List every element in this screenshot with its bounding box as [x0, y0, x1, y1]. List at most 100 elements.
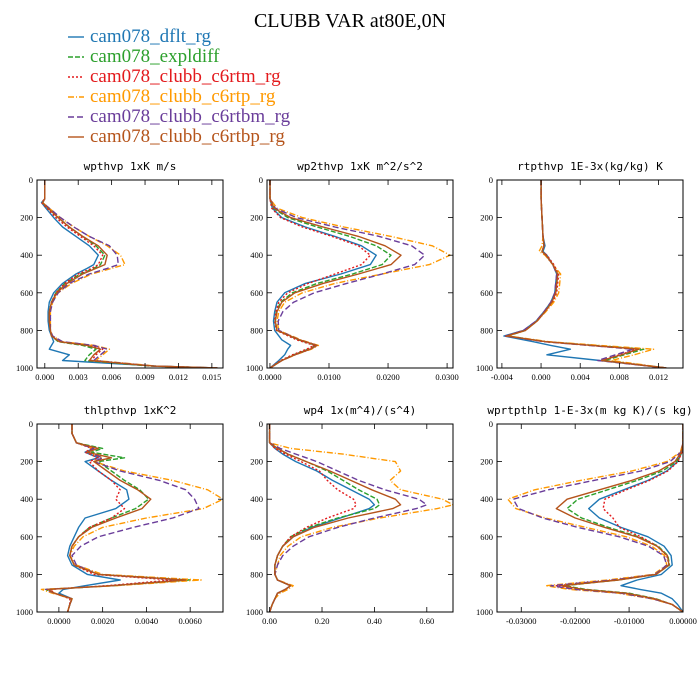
series-line: [555, 424, 683, 612]
plot-frame: [36, 423, 224, 613]
panel-title: thlpthvp 1xK^2: [84, 404, 177, 417]
x-tick-label: 0.0060: [178, 616, 201, 626]
y-tick-label: 1000: [16, 363, 33, 373]
y-tick-label: 200: [20, 213, 33, 223]
y-tick-label: 0: [29, 175, 33, 185]
series-line: [269, 180, 392, 368]
legend-entry: cam078_clubb_c6rtbm_rg: [68, 106, 291, 127]
series-line: [41, 180, 218, 368]
y-tick-label: 0: [29, 419, 33, 429]
y-tick-label: 600: [480, 288, 493, 298]
y-tick-label: 400: [20, 494, 33, 504]
legend-label: cam078_clubb_c6rtbm_rg: [90, 106, 291, 127]
legend-label: cam078_expldiff: [90, 46, 220, 67]
legend-label: cam078_clubb_c6rtm_rg: [90, 66, 281, 87]
x-tick-label: 0.0000: [258, 372, 281, 382]
y-tick-label: 600: [250, 532, 263, 542]
y-tick-label: 400: [250, 494, 263, 504]
y-tick-label: 800: [20, 569, 33, 579]
series-group: [40, 180, 218, 368]
y-tick-label: 0: [259, 175, 263, 185]
x-tick-label: 0.40: [367, 616, 382, 626]
legend-label: cam078_clubb_c6rtp_rg: [90, 86, 276, 107]
x-tick-label: 0.004: [571, 372, 591, 382]
series-group: [40, 424, 223, 612]
series-line: [41, 180, 218, 368]
y-tick-label: 400: [480, 250, 493, 260]
plot-frame: [266, 423, 454, 613]
series-line: [506, 180, 667, 368]
panel-title: wpthvp 1xK m/s: [84, 160, 177, 173]
series-line: [268, 424, 453, 612]
series-line: [507, 180, 667, 368]
y-tick-label: 1000: [246, 607, 263, 617]
x-tick-label: 0.0020: [91, 616, 114, 626]
y-tick-label: 800: [480, 325, 493, 335]
panel-6: wprtpthlp 1-E-3x(m kg K)/(s kg) 0 200 400 60…: [476, 404, 697, 626]
panel-title: wprtpthlp 1-E-3x(m kg K)/(s kg): [487, 404, 692, 417]
x-tick-label: 0.003: [69, 372, 88, 382]
x-tick-label: 0.012: [649, 372, 668, 382]
series-line: [269, 180, 451, 368]
y-tick-label: 600: [20, 288, 33, 298]
series-group: [507, 424, 683, 612]
y-tick-label: 0: [489, 175, 493, 185]
panel-title: wp4 1x(m^4)/(s^4): [304, 404, 417, 417]
series-line: [40, 180, 218, 368]
x-tick-label: 0.60: [419, 616, 434, 626]
legend: cam078_dflt_rgcam078_expldiffcam078_club…: [68, 26, 291, 147]
series-line: [47, 424, 187, 612]
series-line: [268, 424, 402, 612]
x-tick-label: 0.0000: [47, 616, 70, 626]
legend-entry: cam078_clubb_c6rtp_rg: [68, 86, 276, 107]
y-tick-label: 1000: [476, 363, 493, 373]
figure-title: CLUBB VAR at80E,0N: [254, 10, 446, 32]
series-line: [588, 424, 683, 612]
series-line: [269, 180, 426, 368]
y-tick-label: 200: [250, 457, 263, 467]
y-tick-label: 400: [250, 250, 263, 260]
plot-frame: [496, 179, 684, 369]
y-tick-label: 1000: [476, 607, 493, 617]
y-tick-label: 1000: [16, 607, 33, 617]
y-tick-label: 800: [250, 325, 263, 335]
legend-label: cam078_clubb_c6rtbp_rg: [90, 126, 285, 147]
y-tick-label: 200: [480, 457, 493, 467]
legend-entry: cam078_expldiff: [68, 46, 220, 67]
legend-entry: cam078_dflt_rg: [68, 26, 212, 47]
y-tick-label: 400: [20, 250, 33, 260]
series-group: [268, 424, 453, 612]
x-tick-label: 0.008: [610, 372, 629, 382]
x-tick-label: 0.0040: [135, 616, 158, 626]
x-tick-label: 0.012: [169, 372, 188, 382]
x-tick-label: -0.02000: [560, 616, 590, 626]
x-tick-label: 0.20: [315, 616, 330, 626]
series-line: [512, 424, 683, 612]
panel-3: rtpthvp 1E-3x(kg/kg) K 0 200 400 600 800 1000-…: [476, 160, 684, 382]
legend-entry: cam078_clubb_c6rtbp_rg: [68, 126, 285, 147]
x-tick-label: 0.0100: [317, 372, 340, 382]
plot-frame: [36, 179, 224, 369]
x-tick-label: 0.015: [202, 372, 221, 382]
panel-2: wp2thvp 1xK m^2/s^2 0 200 400 600 800 10000.00…: [246, 160, 459, 382]
y-tick-label: 1000: [246, 363, 263, 373]
y-tick-label: 400: [480, 494, 493, 504]
x-tick-label: 0.0200: [376, 372, 399, 382]
plot-frame: [266, 179, 454, 369]
panel-4: thlpthvp 1xK^2 0 200 400 600 800 1000 0.0000 0.0…: [16, 404, 224, 626]
y-tick-label: 600: [250, 288, 263, 298]
x-tick-label: 0.000: [531, 372, 550, 382]
plot-frame: [496, 423, 684, 613]
y-tick-label: 600: [20, 532, 33, 542]
series-line: [268, 424, 357, 612]
x-tick-label: 0.006: [102, 372, 121, 382]
panel-title: rtpthvp 1E-3x(kg/kg) K: [517, 160, 663, 173]
panels: wpthvp 1xK m/s 0 200 400 600 800 1000 0.000 0.00…: [16, 160, 697, 626]
panel-title: wp2thvp 1xK m^2/s^2: [297, 160, 423, 173]
y-tick-label: 200: [20, 457, 33, 467]
x-tick-label: -0.01000: [614, 616, 644, 626]
x-tick-label: -0.004: [491, 372, 514, 382]
